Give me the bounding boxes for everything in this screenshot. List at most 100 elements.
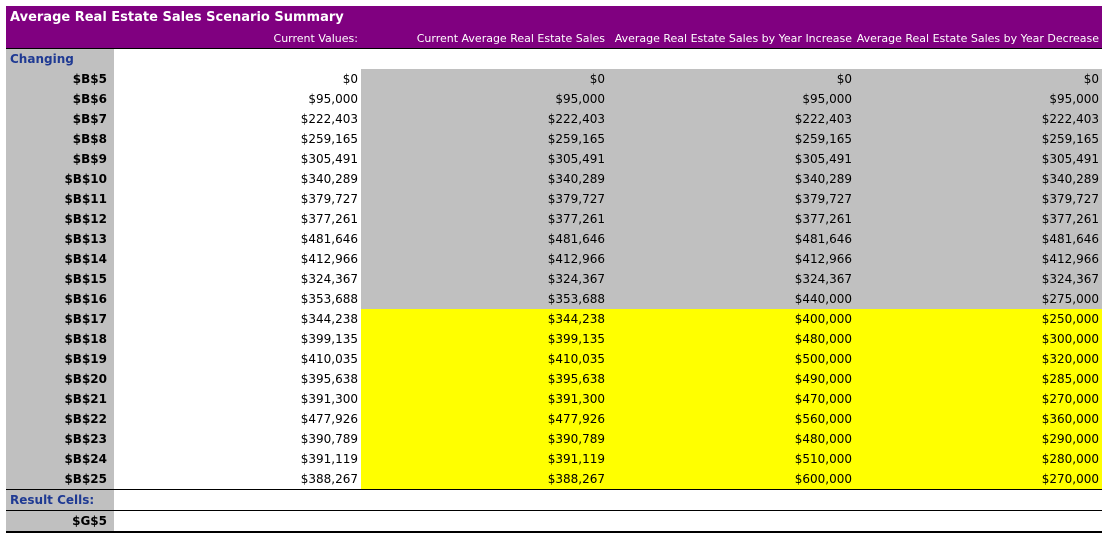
current-average-cell[interactable]: $377,261 bbox=[361, 209, 608, 229]
row-cell-ref[interactable]: $B$16 bbox=[6, 289, 114, 309]
decrease-cell[interactable]: $0 bbox=[855, 69, 1102, 89]
row-cell-ref[interactable]: $B$19 bbox=[6, 349, 114, 369]
current-average-cell[interactable]: $391,300 bbox=[361, 389, 608, 409]
row-cell-ref[interactable]: $B$21 bbox=[6, 389, 114, 409]
row-cell-ref[interactable]: $B$17 bbox=[6, 309, 114, 329]
decrease-cell[interactable]: $222,403 bbox=[855, 109, 1102, 129]
current-average-cell[interactable]: $305,491 bbox=[361, 149, 608, 169]
decrease-cell[interactable]: $290,000 bbox=[855, 429, 1102, 449]
decrease-cell[interactable]: $379,727 bbox=[855, 189, 1102, 209]
current-value-cell[interactable]: $222,403 bbox=[114, 109, 361, 129]
decrease-cell[interactable]: $320,000 bbox=[855, 349, 1102, 369]
current-average-cell[interactable]: $259,165 bbox=[361, 129, 608, 149]
increase-cell[interactable]: $480,000 bbox=[608, 429, 855, 449]
increase-cell[interactable]: $600,000 bbox=[608, 469, 855, 489]
increase-cell[interactable]: $305,491 bbox=[608, 149, 855, 169]
row-cell-ref[interactable]: $B$5 bbox=[6, 69, 114, 89]
increase-cell[interactable]: $470,000 bbox=[608, 389, 855, 409]
current-value-cell[interactable]: $391,300 bbox=[114, 389, 361, 409]
current-average-cell[interactable]: $395,638 bbox=[361, 369, 608, 389]
decrease-cell[interactable]: $270,000 bbox=[855, 389, 1102, 409]
header-decrease[interactable]: Average Real Estate Sales by Year Decrea… bbox=[856, 32, 1099, 45]
increase-cell[interactable]: $0 bbox=[608, 69, 855, 89]
increase-cell[interactable]: $560,000 bbox=[608, 409, 855, 429]
row-cell-ref[interactable]: $B$14 bbox=[6, 249, 114, 269]
current-value-cell[interactable]: $379,727 bbox=[114, 189, 361, 209]
decrease-cell[interactable]: $250,000 bbox=[855, 309, 1102, 329]
header-current-values[interactable]: Current Values: bbox=[273, 32, 358, 45]
current-value-cell[interactable]: $391,119 bbox=[114, 449, 361, 469]
row-cell-ref[interactable]: $B$6 bbox=[6, 89, 114, 109]
current-value-cell[interactable]: $412,966 bbox=[114, 249, 361, 269]
decrease-cell[interactable]: $377,261 bbox=[855, 209, 1102, 229]
increase-cell[interactable]: $412,966 bbox=[608, 249, 855, 269]
result-cells-label[interactable]: Result Cells: bbox=[6, 490, 114, 510]
decrease-cell[interactable]: $275,000 bbox=[855, 289, 1102, 309]
row-cell-ref[interactable]: $B$15 bbox=[6, 269, 114, 289]
row-cell-ref[interactable]: $B$25 bbox=[6, 469, 114, 489]
increase-cell[interactable]: $481,646 bbox=[608, 229, 855, 249]
row-cell-ref[interactable]: $B$11 bbox=[6, 189, 114, 209]
increase-cell[interactable]: $400,000 bbox=[608, 309, 855, 329]
current-average-cell[interactable]: $344,238 bbox=[361, 309, 608, 329]
result-empty-cell[interactable] bbox=[114, 511, 361, 531]
row-cell-ref[interactable]: $B$18 bbox=[6, 329, 114, 349]
current-average-cell[interactable]: $481,646 bbox=[361, 229, 608, 249]
increase-cell[interactable]: $259,165 bbox=[608, 129, 855, 149]
decrease-cell[interactable]: $481,646 bbox=[855, 229, 1102, 249]
current-value-cell[interactable]: $95,000 bbox=[114, 89, 361, 109]
current-value-cell[interactable]: $481,646 bbox=[114, 229, 361, 249]
current-value-cell[interactable]: $399,135 bbox=[114, 329, 361, 349]
decrease-cell[interactable]: $340,289 bbox=[855, 169, 1102, 189]
result-empty-cell[interactable] bbox=[361, 511, 608, 531]
increase-cell[interactable]: $500,000 bbox=[608, 349, 855, 369]
increase-cell[interactable]: $440,000 bbox=[608, 289, 855, 309]
row-cell-ref[interactable]: $B$8 bbox=[6, 129, 114, 149]
result-empty-cell[interactable] bbox=[608, 511, 855, 531]
current-average-cell[interactable]: $388,267 bbox=[361, 469, 608, 489]
increase-cell[interactable]: $324,367 bbox=[608, 269, 855, 289]
current-average-cell[interactable]: $222,403 bbox=[361, 109, 608, 129]
decrease-cell[interactable]: $259,165 bbox=[855, 129, 1102, 149]
increase-cell[interactable]: $377,261 bbox=[608, 209, 855, 229]
header-current-average[interactable]: Current Average Real Estate Sales bbox=[416, 32, 605, 45]
current-average-cell[interactable]: $412,966 bbox=[361, 249, 608, 269]
current-value-cell[interactable]: $353,688 bbox=[114, 289, 361, 309]
row-cell-ref[interactable]: $B$13 bbox=[6, 229, 114, 249]
row-cell-ref[interactable]: $B$24 bbox=[6, 449, 114, 469]
row-cell-ref[interactable]: $B$22 bbox=[6, 409, 114, 429]
decrease-cell[interactable]: $300,000 bbox=[855, 329, 1102, 349]
header-increase[interactable]: Average Real Estate Sales by Year Increa… bbox=[614, 32, 852, 45]
decrease-cell[interactable]: $95,000 bbox=[855, 89, 1102, 109]
result-cell-ref[interactable]: $G$5 bbox=[6, 511, 114, 531]
increase-cell[interactable]: $379,727 bbox=[608, 189, 855, 209]
current-average-cell[interactable]: $391,119 bbox=[361, 449, 608, 469]
current-average-cell[interactable]: $379,727 bbox=[361, 189, 608, 209]
current-value-cell[interactable]: $340,289 bbox=[114, 169, 361, 189]
decrease-cell[interactable]: $360,000 bbox=[855, 409, 1102, 429]
current-value-cell[interactable]: $0 bbox=[114, 69, 361, 89]
result-empty-cell[interactable] bbox=[855, 511, 1102, 531]
header-blank[interactable] bbox=[6, 30, 114, 48]
current-value-cell[interactable]: $390,789 bbox=[114, 429, 361, 449]
increase-cell[interactable]: $480,000 bbox=[608, 329, 855, 349]
changing-cells-label[interactable]: Changing Cells: bbox=[6, 49, 114, 86]
increase-cell[interactable]: $510,000 bbox=[608, 449, 855, 469]
current-value-cell[interactable]: $410,035 bbox=[114, 349, 361, 369]
current-value-cell[interactable]: $344,238 bbox=[114, 309, 361, 329]
row-cell-ref[interactable]: $B$23 bbox=[6, 429, 114, 449]
current-value-cell[interactable]: $388,267 bbox=[114, 469, 361, 489]
current-average-cell[interactable]: $340,289 bbox=[361, 169, 608, 189]
decrease-cell[interactable]: $305,491 bbox=[855, 149, 1102, 169]
row-cell-ref[interactable]: $B$12 bbox=[6, 209, 114, 229]
current-average-cell[interactable]: $477,926 bbox=[361, 409, 608, 429]
current-average-cell[interactable]: $95,000 bbox=[361, 89, 608, 109]
increase-cell[interactable]: $222,403 bbox=[608, 109, 855, 129]
row-cell-ref[interactable]: $B$10 bbox=[6, 169, 114, 189]
current-average-cell[interactable]: $410,035 bbox=[361, 349, 608, 369]
decrease-cell[interactable]: $285,000 bbox=[855, 369, 1102, 389]
decrease-cell[interactable]: $324,367 bbox=[855, 269, 1102, 289]
current-average-cell[interactable]: $353,688 bbox=[361, 289, 608, 309]
current-value-cell[interactable]: $377,261 bbox=[114, 209, 361, 229]
decrease-cell[interactable]: $280,000 bbox=[855, 449, 1102, 469]
